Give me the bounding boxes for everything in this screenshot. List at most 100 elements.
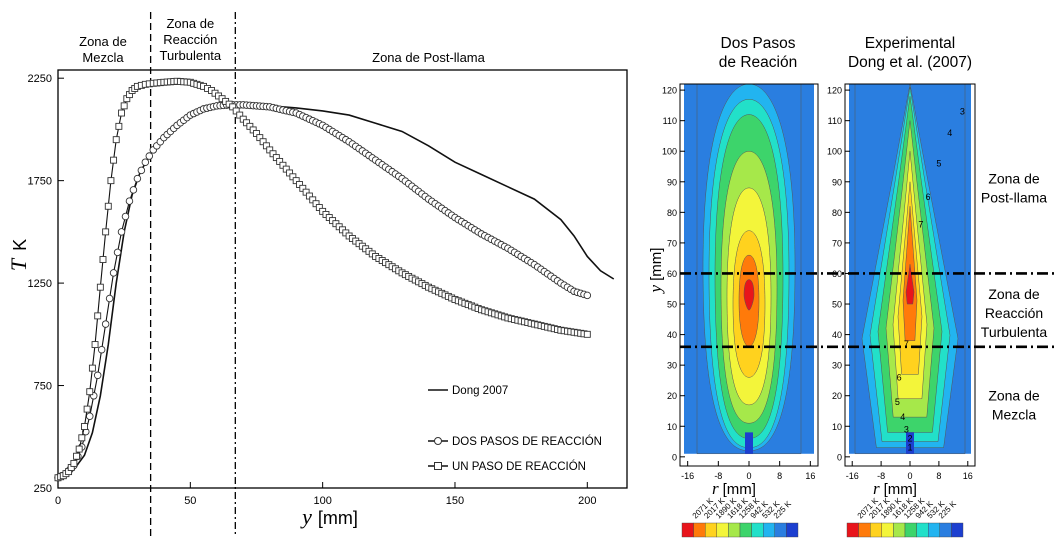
data-point xyxy=(104,202,112,210)
contour-label: 5 xyxy=(895,397,900,407)
data-point xyxy=(118,109,125,117)
contour-zone-label: Mezcla xyxy=(992,406,1037,422)
colorbar-swatch xyxy=(846,522,859,538)
colorbar-swatch xyxy=(705,522,718,538)
series-2 xyxy=(54,77,591,482)
x-tick-label: 16 xyxy=(963,471,973,481)
x-tick-label: 100 xyxy=(313,495,331,507)
data-point xyxy=(105,294,114,303)
colorbar-swatch xyxy=(928,522,941,538)
data-point xyxy=(94,312,102,320)
data-point xyxy=(107,177,115,185)
data-point xyxy=(97,345,106,354)
data-point xyxy=(96,283,104,291)
data-point xyxy=(229,103,237,111)
colorbar-swatch xyxy=(751,522,764,538)
contour-label: 7 xyxy=(904,339,909,349)
data-point xyxy=(75,445,83,453)
y-tick-label: 50 xyxy=(667,300,677,310)
colorbar-swatch xyxy=(739,522,752,538)
contour-label: 3 xyxy=(904,424,909,434)
x-tick-label: 16 xyxy=(805,471,815,481)
y-tick-label: 40 xyxy=(667,330,677,340)
x-tick-label: 0 xyxy=(907,471,912,481)
contour-label: 2 xyxy=(907,433,912,443)
colorbar-swatch xyxy=(870,522,883,538)
x-tick-label: -8 xyxy=(877,471,885,481)
contour-core xyxy=(745,432,753,454)
data-point xyxy=(129,186,138,194)
series-line xyxy=(57,104,588,479)
legend-label: DOS PASOS DE REACCIÓN xyxy=(452,435,602,448)
x-tick-label: 200 xyxy=(578,495,596,507)
zone-title: Zona de Post-llama xyxy=(372,50,485,65)
zone-title: Reacción xyxy=(163,32,217,47)
y-tick-label: 110 xyxy=(828,116,842,126)
zone-title: Zona de xyxy=(79,34,127,49)
x-tick-label: -8 xyxy=(714,471,722,481)
x-axis-unit: [mm] xyxy=(884,481,917,498)
data-point xyxy=(137,166,146,175)
x-tick-label: 0 xyxy=(746,471,751,481)
series-line xyxy=(57,103,615,479)
panel-title: Dong et al. (2007) xyxy=(848,54,972,71)
data-point xyxy=(145,152,154,160)
y-tick-label: 1250 xyxy=(28,278,52,290)
colorbar-swatch xyxy=(693,522,706,538)
contour-zone-label: Zona de xyxy=(988,387,1040,403)
y-tick-label: 80 xyxy=(667,208,677,218)
legend-marker xyxy=(434,437,442,445)
x-tick-label: 8 xyxy=(777,471,782,481)
data-point xyxy=(583,330,591,338)
data-point xyxy=(73,452,80,460)
x-axis-unit: [mm] xyxy=(318,508,358,528)
contour-y-axis-unit: [mm] xyxy=(648,248,665,281)
data-point xyxy=(232,107,240,115)
colorbar-swatch xyxy=(716,522,729,538)
contour-label: 7 xyxy=(918,220,923,230)
colorbar-swatch xyxy=(904,522,917,538)
legend-entry: Dong 2007 xyxy=(428,385,508,397)
y-tick-label: 750 xyxy=(34,381,52,393)
legend-entry: DOS PASOS DE REACCIÓN xyxy=(428,435,602,448)
x-tick-label: 50 xyxy=(184,495,196,507)
y-tick-label: 70 xyxy=(667,238,677,248)
x-tick-label: 8 xyxy=(936,471,941,481)
y-tick-label: 90 xyxy=(667,177,677,187)
y-tick-label: 0 xyxy=(672,452,677,462)
y-tick-label: 20 xyxy=(832,391,842,401)
colorbar-swatch xyxy=(858,522,871,538)
x-axis-label: y [mm] xyxy=(300,504,358,529)
y-tick-label: 80 xyxy=(832,208,842,218)
x-axis-unit: [mm] xyxy=(723,481,756,498)
x-tick-label: 150 xyxy=(446,495,464,507)
y-axis-var: T xyxy=(6,257,31,271)
contour-zone-label: Zona de xyxy=(988,286,1040,302)
contour-y-axis-var: y xyxy=(646,284,665,294)
data-point xyxy=(115,122,123,130)
contour-panel-exp: 0102030405060708090100110120-16-80816Exp… xyxy=(827,35,976,538)
x-axis-label: r [mm] xyxy=(873,479,917,498)
data-point xyxy=(91,341,99,349)
y-tick-label: 110 xyxy=(663,116,677,126)
legend-entry: UN PASO DE REACCIÓN xyxy=(428,460,586,473)
colorbar-swatch xyxy=(916,522,929,538)
data-point xyxy=(102,228,110,236)
contour-label: 4 xyxy=(900,412,905,422)
data-point xyxy=(101,320,110,328)
data-point xyxy=(236,111,244,119)
y-tick-label: 250 xyxy=(34,483,52,495)
y-axis-label: TK xyxy=(6,239,31,271)
contour-label: 1 xyxy=(907,443,912,453)
y-tick-label: 10 xyxy=(667,422,677,432)
contour-zone-label: Reacción xyxy=(985,305,1043,321)
y-tick-label: 60 xyxy=(667,269,677,279)
y-tick-label: 40 xyxy=(832,330,842,340)
contour-panel-sim: 0 10 20 30 40 50 60 70 80 90 100 110 120 -16 -8 0 8 16 Dos… xyxy=(662,35,819,538)
data-point xyxy=(117,228,126,236)
y-tick-label: 50 xyxy=(832,300,842,310)
y-tick-label: 120 xyxy=(827,86,842,96)
y-tick-label: 1750 xyxy=(28,176,52,188)
data-point xyxy=(88,364,96,372)
data-point xyxy=(78,434,86,442)
